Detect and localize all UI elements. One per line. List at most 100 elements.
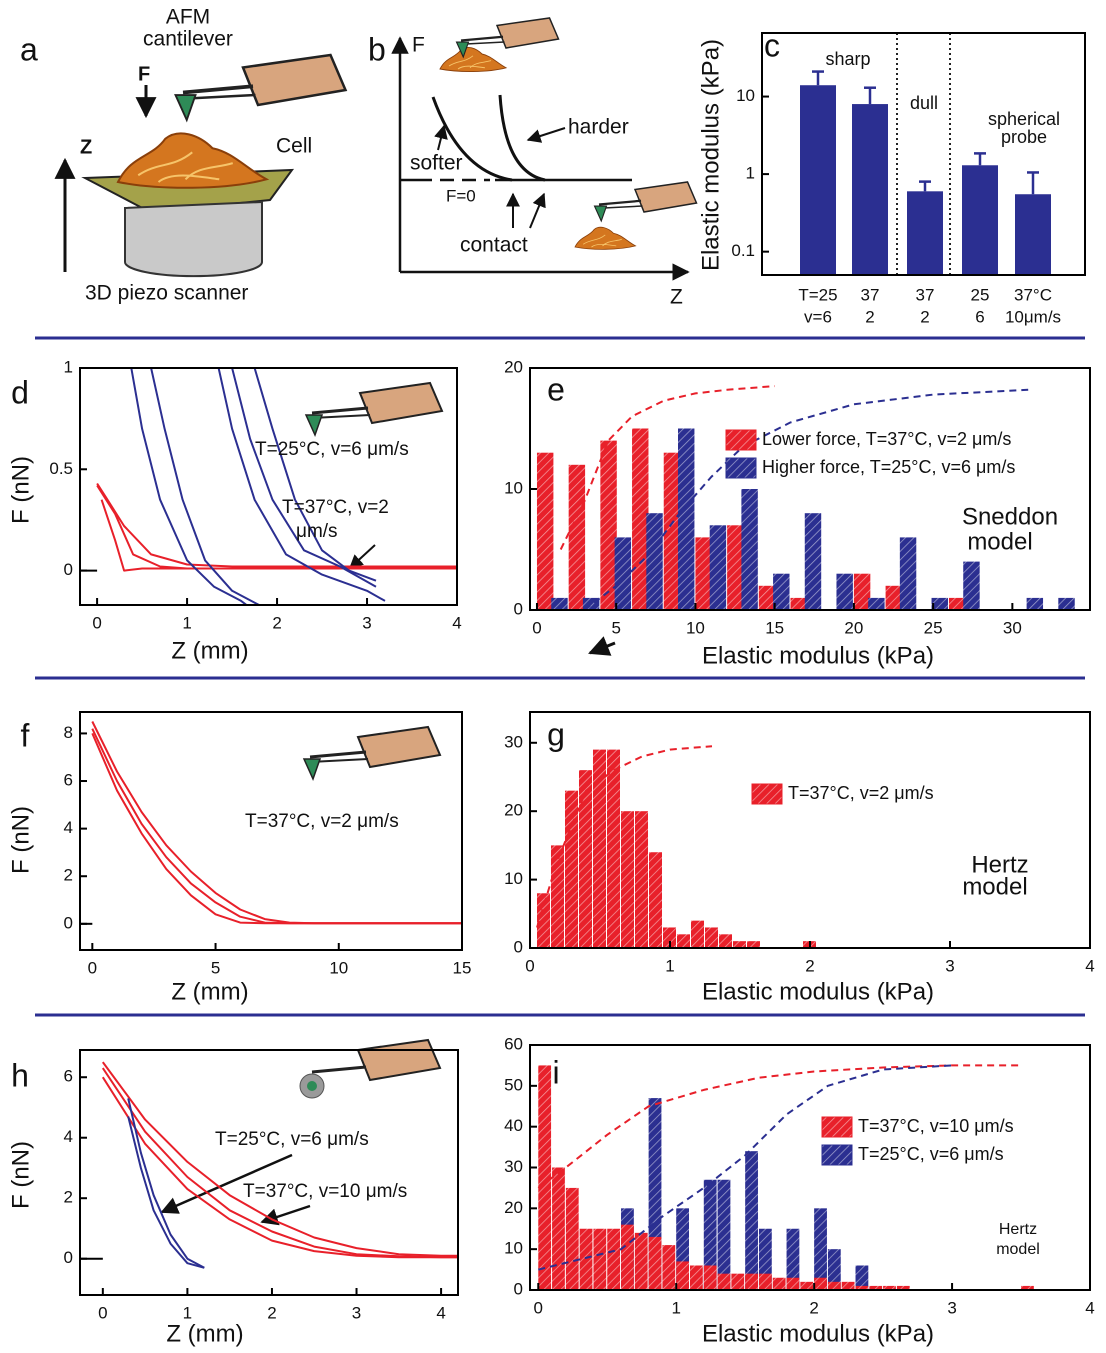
histogram-bar <box>662 1245 676 1290</box>
y-axis-label: F (nN) <box>7 456 34 524</box>
histogram-bar <box>786 1277 800 1290</box>
curve <box>130 368 249 605</box>
x-tick-label: 20 <box>844 618 863 637</box>
x-tick-label: 10μm/s <box>1005 307 1061 326</box>
harder-label: harder <box>568 116 629 139</box>
f-axis-label: F <box>412 34 425 57</box>
y-tick-label: 30 <box>504 732 523 751</box>
cantilever <box>173 53 348 122</box>
x-tick-label: 5 <box>211 958 220 977</box>
histogram-bar <box>804 513 822 610</box>
histogram-bar <box>648 1236 662 1290</box>
panel-letter: g <box>547 716 565 752</box>
x-tick-label: 4 <box>1085 956 1094 975</box>
histogram-bar <box>827 1281 841 1290</box>
curve <box>101 1067 458 1259</box>
curve <box>100 499 457 572</box>
cumulative-curve <box>537 1064 1021 1189</box>
y-tick-label: 0 <box>514 937 523 956</box>
curve <box>101 1076 458 1259</box>
histogram-bar <box>632 428 649 610</box>
annotation: model <box>962 873 1027 900</box>
y-tick-label: 10 <box>736 86 755 105</box>
annotation: Hertz <box>999 1221 1037 1238</box>
histogram-bar <box>741 489 758 610</box>
y-tick-label: 6 <box>64 771 73 790</box>
cantilever <box>593 180 698 223</box>
legend-label: T=37°C, v=10 μm/s <box>858 1116 1014 1136</box>
histogram-bar <box>579 1228 593 1290</box>
x-tick-label: 37 <box>861 285 880 304</box>
panel-letter: c <box>764 27 780 63</box>
panel-letter: f <box>21 717 30 753</box>
x-tick-label: 4 <box>452 613 461 632</box>
histogram-bar <box>538 1065 552 1290</box>
y-tick-label: 6 <box>64 1067 73 1086</box>
x-tick-label: 2 <box>920 307 929 326</box>
y-tick-label: 4 <box>64 818 73 837</box>
arrow <box>348 544 376 569</box>
x-axis-label: Z (mm) <box>166 1320 243 1347</box>
x-tick-label: 25 <box>924 618 943 637</box>
x-tick-label: 5 <box>611 618 620 637</box>
histogram-bar <box>551 845 564 948</box>
histogram-bar <box>593 749 606 948</box>
x-tick-label: 0 <box>532 618 541 637</box>
panel-h: 0 2 4 6 0 1 2 3 4 Z (mm) F (nN) h T=25°C, v=6 μm/s T=… <box>7 1049 459 1347</box>
histogram-bar <box>568 464 586 610</box>
x-tick-label: 2 <box>272 613 281 632</box>
annotation: model <box>996 1241 1040 1258</box>
panel-f: 0 2 4 6 8 0 5 10 15 Z (mm) F (nN) f T=37°C, v=2 μm/s <box>7 711 471 1005</box>
histogram-bar <box>1021 1285 1034 1290</box>
x-tick-label: 0 <box>525 956 534 975</box>
x-tick-label: 3 <box>947 1298 956 1317</box>
histogram-bar <box>537 893 550 948</box>
cantilever-label: cantilever <box>143 28 233 51</box>
y-tick-label: 0 <box>64 1248 73 1267</box>
histogram-bar <box>1058 597 1075 610</box>
histogram-bar <box>896 1285 910 1290</box>
x-axis-label: Elastic modulus (kPa) <box>702 978 934 1005</box>
panel-letter: h <box>11 1057 29 1093</box>
panel-letter: b <box>368 31 386 67</box>
cell <box>116 132 268 189</box>
histogram-bar <box>786 1228 800 1290</box>
plot-area <box>80 1061 458 1269</box>
x-tick-label: 4 <box>436 1303 445 1322</box>
x-tick-label: 37°C <box>1014 285 1052 304</box>
histogram-bar <box>717 1179 731 1290</box>
x-tick-label: 3 <box>945 956 954 975</box>
panel-b: b F Z softer harder F=0 contact <box>368 16 698 309</box>
x-tick-label: 30 <box>1003 618 1022 637</box>
histogram-bar <box>649 852 662 948</box>
histogram-bar <box>663 927 676 948</box>
histogram-bar <box>709 525 727 610</box>
y-tick-label: 50 <box>504 1075 523 1094</box>
histogram-bar <box>703 1179 717 1290</box>
bar <box>907 191 943 275</box>
softer-label: softer <box>410 152 463 175</box>
x-tick-label: 0 <box>534 1298 543 1317</box>
y-tick-label: 1 <box>746 164 755 183</box>
x-tick-label: 0 <box>98 1303 107 1322</box>
legend-label: T=25°C, v=6 μm/s <box>858 1144 1004 1164</box>
z-axis-label: Z <box>670 286 683 309</box>
histogram-bar <box>745 1273 758 1290</box>
histogram-bar <box>814 1208 827 1290</box>
curve <box>127 1116 205 1269</box>
cell-label: Cell <box>276 135 312 158</box>
bar <box>962 165 998 275</box>
bar <box>1015 194 1051 275</box>
y-tick-label: 2 <box>64 866 73 885</box>
histogram-bar <box>676 1261 689 1290</box>
curve <box>91 733 462 925</box>
histogram-bar <box>593 1228 607 1290</box>
plot-frame <box>79 367 458 606</box>
piezo-scanner <box>124 200 263 278</box>
y-tick-label: 10 <box>504 869 523 888</box>
x-tick-label: 1 <box>182 613 191 632</box>
x-tick-label: 10 <box>329 958 348 977</box>
histogram-bar <box>551 597 568 610</box>
x-tick-label: 0 <box>88 958 97 977</box>
histogram-bar <box>536 452 554 610</box>
